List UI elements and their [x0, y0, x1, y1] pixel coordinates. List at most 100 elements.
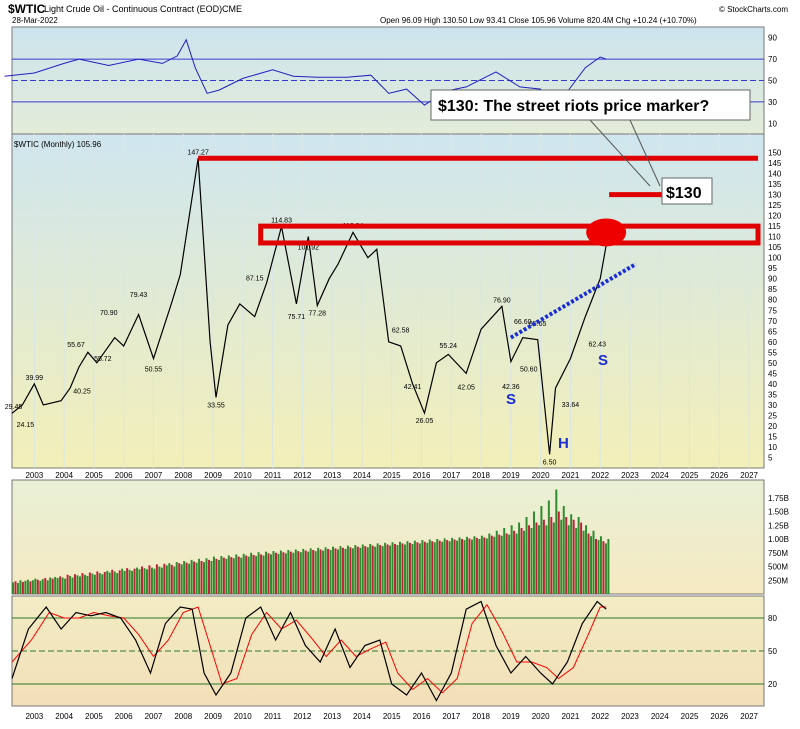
- volume-bar: [260, 554, 263, 594]
- volume-bar: [463, 540, 466, 594]
- volume-bar: [277, 553, 280, 594]
- year-tick-label: 2018: [472, 471, 490, 480]
- year-tick-label: 2016: [413, 471, 431, 480]
- volume-bar: [426, 542, 429, 594]
- volume-bar: [83, 574, 86, 594]
- volume-bar: [36, 579, 39, 594]
- volume-bar: [98, 573, 101, 594]
- volume-bar: [555, 489, 558, 594]
- volume-bar: [314, 551, 317, 594]
- rsi-tick-label: 10: [768, 119, 777, 128]
- volume-bar: [346, 545, 349, 594]
- volume-bar: [292, 552, 295, 594]
- volume-bar: [498, 534, 501, 594]
- volume-bar: [570, 514, 573, 594]
- year-tick-label: 2016: [413, 712, 431, 721]
- year-tick-label: 2007: [145, 471, 163, 480]
- volume-bar: [530, 528, 533, 594]
- price-annotation: 62.58: [392, 327, 410, 334]
- volume-bar: [391, 542, 394, 594]
- stochastic-axis: 80 50 20: [768, 614, 777, 689]
- price-tick-label: 125: [768, 201, 782, 210]
- volume-bar: [488, 533, 491, 594]
- callout-pointer-2: [629, 119, 661, 187]
- volume-bar: [312, 550, 315, 594]
- volume-bar: [289, 551, 292, 594]
- price-tick-label: 15: [768, 432, 777, 441]
- volume-bar: [354, 545, 357, 594]
- volume-bar: [31, 580, 34, 594]
- price-annotation: 24.15: [17, 422, 35, 429]
- volume-bar: [334, 548, 337, 594]
- price-annotation: 101.92: [298, 245, 320, 252]
- volume-bar: [515, 533, 518, 594]
- volume-bar: [12, 582, 14, 594]
- volume-bar: [552, 522, 555, 594]
- price-annotation: 77.28: [309, 310, 327, 317]
- year-tick-label: 2006: [115, 471, 133, 480]
- volume-bar: [480, 535, 483, 594]
- volume-bar: [262, 555, 265, 594]
- volume-bar: [155, 564, 158, 594]
- volume-bar: [418, 543, 421, 594]
- volume-bar: [158, 566, 161, 594]
- head-label: H: [558, 435, 569, 452]
- volume-bar: [44, 578, 47, 594]
- volume-bar: [468, 538, 471, 594]
- volume-bar: [195, 562, 198, 594]
- volume-bar: [41, 579, 44, 594]
- volume-bar: [503, 528, 506, 594]
- volume-bar: [49, 577, 52, 594]
- volume-bar: [180, 564, 183, 594]
- volume-bar: [287, 550, 290, 594]
- price-annotation: 6.50: [543, 459, 557, 466]
- volume-bar: [207, 559, 210, 594]
- volume-bar: [138, 569, 141, 594]
- volume-bar: [133, 568, 136, 594]
- year-tick-label: 2025: [681, 712, 699, 721]
- volume-bar: [500, 535, 503, 594]
- volume-bar: [550, 517, 553, 594]
- volume-bar: [88, 572, 91, 594]
- volume-bar: [607, 539, 610, 594]
- price-tick-label: 20: [768, 422, 777, 431]
- year-tick-label: 2017: [442, 471, 460, 480]
- price-tick-label: 60: [768, 338, 777, 347]
- volume-bar: [247, 556, 250, 594]
- volume-bar: [71, 577, 74, 594]
- volume-bar: [309, 548, 312, 594]
- volume-bar: [54, 576, 57, 594]
- price-annotation: 33.55: [207, 402, 225, 409]
- year-tick-label: 2021: [562, 471, 580, 480]
- volume-bar: [34, 578, 37, 594]
- volume-bar: [81, 573, 84, 594]
- year-tick-label: 2003: [25, 471, 43, 480]
- volume-bar: [597, 540, 600, 594]
- volume-bar: [203, 562, 206, 594]
- volume-bar: [160, 567, 163, 594]
- volume-bar: [56, 578, 59, 594]
- volume-bar: [465, 536, 468, 594]
- price-grid: [33, 134, 750, 468]
- year-tick-label: 2013: [323, 712, 341, 721]
- volume-bar: [443, 538, 446, 594]
- stochastic-tick-label: 80: [768, 614, 777, 623]
- year-tick-label: 2010: [234, 471, 252, 480]
- volume-bar: [599, 536, 602, 594]
- volume-bar: [508, 534, 511, 594]
- volume-tick-label: 500M: [768, 563, 788, 572]
- volume-bar: [319, 549, 322, 594]
- riots-callout: $130: The street riots price marker?: [438, 98, 709, 115]
- volume-bar: [274, 552, 277, 594]
- volume-bar: [590, 536, 593, 594]
- year-tick-label: 2024: [651, 712, 669, 721]
- price-annotation: 87.15: [246, 276, 264, 283]
- year-tick-label: 2015: [383, 471, 401, 480]
- volume-bar: [215, 558, 218, 594]
- volume-bar: [401, 543, 404, 594]
- volume-bar: [220, 556, 223, 594]
- volume-bar: [170, 564, 173, 594]
- volume-bar: [270, 554, 272, 594]
